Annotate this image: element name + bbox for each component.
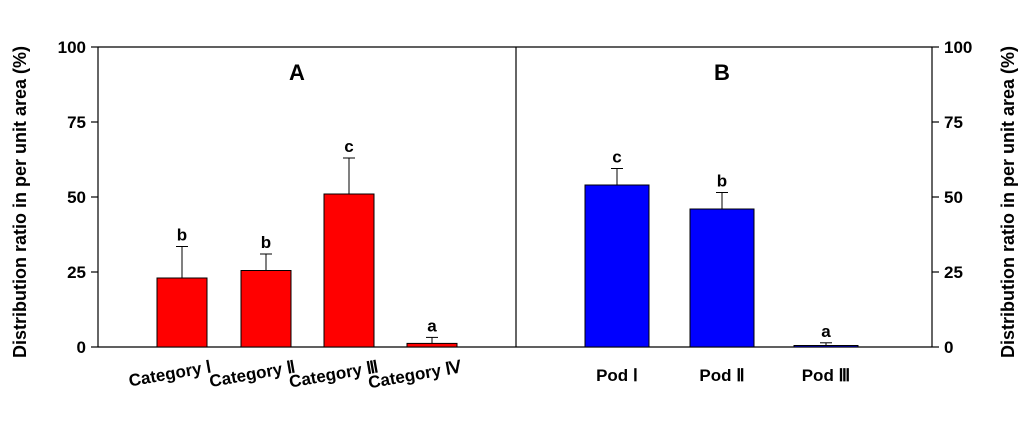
bar	[584, 184, 650, 348]
significance-label: b	[177, 226, 187, 245]
significance-label: c	[344, 137, 353, 156]
left-y-axis-title: Distribution ratio in per unit area (%)	[10, 46, 30, 358]
plot-frame	[97, 46, 933, 348]
bar	[156, 277, 208, 348]
x-tick-label: Category Ⅰ	[127, 357, 212, 390]
x-tick-label: Category Ⅳ	[367, 357, 464, 392]
bar	[240, 270, 292, 348]
left-y-tick-label: 50	[67, 188, 86, 207]
panel-b: Bc Pod Ⅰ b Pod Ⅱ a Pod Ⅲ	[584, 60, 859, 385]
right-y-tick-label: 50	[944, 188, 963, 207]
significance-label: c	[612, 148, 621, 167]
left-y-tick-label: 0	[77, 338, 86, 357]
significance-label: b	[717, 172, 727, 191]
left-y-tick-label: 25	[67, 263, 86, 282]
right-y-tick-label: 25	[944, 263, 963, 282]
x-tick-label: Pod Ⅱ	[699, 366, 744, 385]
x-tick-label: Pod Ⅲ	[802, 366, 851, 385]
left-y-tick-label: 100	[58, 38, 86, 57]
left-y-tick-label: 75	[67, 113, 86, 132]
bar	[323, 193, 375, 348]
right-y-axis: 0 25 50 75 100 Distribution ratio in per unit…	[932, 38, 1018, 358]
panel-label: B	[714, 60, 730, 85]
bar	[406, 342, 458, 348]
right-y-tick-label: 75	[944, 113, 963, 132]
panel-label: A	[289, 60, 305, 85]
bar	[793, 345, 859, 348]
significance-label: a	[427, 316, 437, 335]
significance-label: a	[821, 322, 831, 341]
x-tick-label: Category Ⅱ	[208, 357, 297, 391]
right-y-tick-label: 100	[944, 38, 972, 57]
right-y-tick-label: 0	[944, 338, 953, 357]
right-y-axis-title: Distribution ratio in per unit area (%)	[998, 46, 1018, 358]
left-y-axis: 0 25 50 75 100 Distribution ratio in per unit…	[10, 38, 98, 358]
significance-label: b	[261, 233, 271, 252]
x-tick-label: Pod Ⅰ	[596, 366, 638, 385]
bar	[689, 208, 755, 348]
